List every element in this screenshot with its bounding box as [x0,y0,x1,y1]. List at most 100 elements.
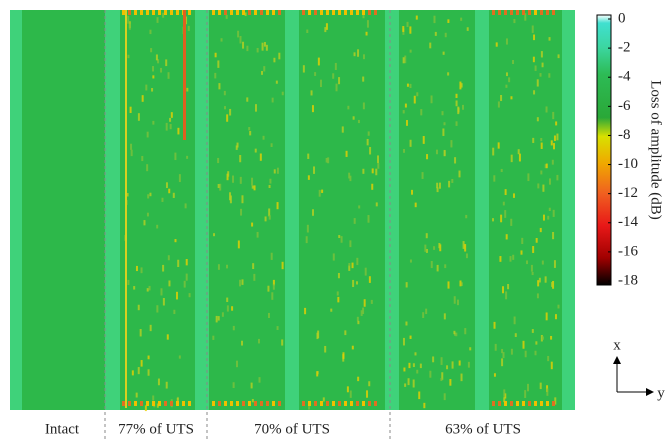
speckle [141,95,144,102]
speckle [451,361,454,369]
speckle [224,106,227,110]
speckle [442,51,445,55]
speckle [450,140,453,148]
speckle [409,49,412,53]
edge-speckle [338,401,341,406]
speckle [177,127,180,135]
speckle [542,184,545,192]
speckle [314,72,317,76]
speckle [169,117,172,122]
speckle [455,121,458,126]
speckle [415,15,418,20]
speckle [239,35,242,44]
speckle [524,390,527,398]
edge-speckle [546,401,549,406]
speckle [553,143,556,150]
speckle [423,402,426,409]
speckle [440,377,443,382]
speckle [404,383,407,387]
speckle [493,321,496,329]
edge-speckle [266,401,269,406]
speckle [438,182,441,189]
speckle [501,348,504,354]
speckle [140,267,143,274]
speckle [318,189,321,197]
edge-speckle [230,401,233,406]
speckle [226,305,229,312]
speckle [460,83,463,88]
speckle [330,308,333,312]
speckle [165,182,168,189]
axis-label: y [657,385,665,401]
colorbar [596,14,612,286]
speckle [465,253,468,259]
speckle [371,183,374,190]
speckle [313,166,316,174]
speckle [226,114,229,122]
colorbar-tick-label: -12 [618,185,638,201]
speckle [420,109,423,116]
speckle [226,173,229,181]
edge-speckle [242,401,245,406]
speckle [362,102,365,110]
edge-speckle [224,401,227,406]
speckle [444,32,447,38]
speckle [546,388,549,396]
speckle [436,182,439,189]
edge-speckle [218,401,221,406]
speckle [365,31,368,36]
speckle [505,84,508,88]
edge-speckle [498,401,501,406]
speckle [302,65,305,73]
speckle [258,377,261,383]
speckle [404,103,407,108]
speckle [405,321,408,326]
speckle [217,60,220,68]
speckle [536,117,539,122]
speckle [505,234,508,240]
speckle [524,13,527,21]
edge-speckle [254,401,257,406]
speckle [310,90,313,96]
edge-speckle [224,10,227,15]
speckle [327,157,330,164]
speckle [541,336,544,340]
speckle [536,79,539,87]
edge-speckle [516,10,519,15]
speckle [270,252,273,260]
speckle [304,307,307,315]
speckle [317,57,320,66]
speckle [241,195,244,204]
speckle [127,279,130,285]
speckle [177,259,180,267]
speckle [157,378,160,386]
speckle [545,312,548,321]
speckle [264,216,267,222]
edge-speckle [272,401,275,406]
speckle [252,263,255,270]
colorbar-label: Loss of amplitude (dB) [648,80,664,220]
speckle [225,14,228,19]
edge-speckle [338,10,341,15]
speckle [322,397,325,402]
speckle [492,218,495,222]
edge-line [125,10,127,408]
speckle [402,337,405,346]
edge-speckle [122,401,125,406]
speckle [455,332,458,337]
speckle [251,177,254,186]
edge-speckle [248,10,251,15]
speckle [447,19,450,23]
speckle [362,168,365,174]
edge-speckle [176,401,179,406]
edge-speckle [170,401,173,406]
edge-speckle [510,10,513,15]
speckle [306,224,309,233]
speckle [223,90,226,96]
speckle [554,397,557,405]
speckle [349,390,352,398]
speckle [168,280,171,287]
speckle [551,159,554,165]
speckle [422,312,425,318]
speckle [533,90,536,95]
